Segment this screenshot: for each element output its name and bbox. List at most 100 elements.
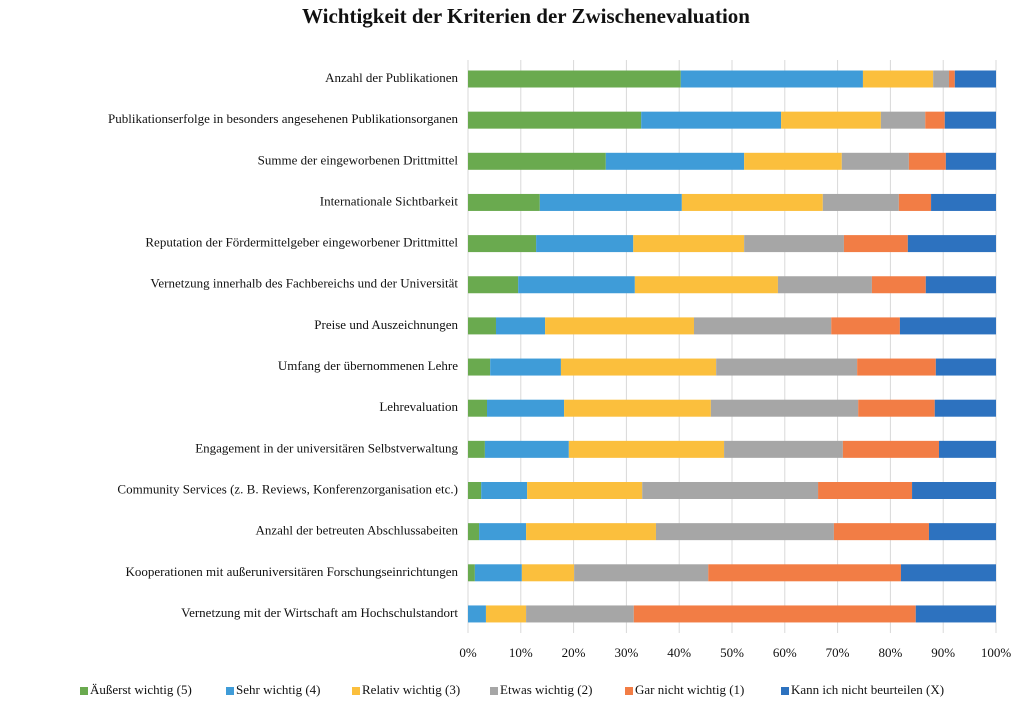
x-tick-label: 90% [931, 645, 955, 660]
bar-segment [526, 523, 656, 541]
legend-label: Etwas wichtig (2) [500, 682, 592, 697]
bar-segment [468, 399, 488, 417]
y-tick-label: Anzahl der betreuten Abschlussabeiten [255, 523, 458, 538]
bar-segment [484, 440, 569, 458]
bar-segment [843, 235, 908, 253]
bar-segment [949, 70, 955, 88]
bar-segment [857, 358, 936, 376]
bar-segment [633, 605, 916, 623]
bar-segment [568, 440, 725, 458]
bar-segment [539, 193, 682, 211]
bar-segment [526, 605, 634, 623]
bar-segment [468, 482, 482, 499]
bar-segment [545, 317, 694, 335]
y-tick-label: Anzahl der Publikationen [325, 70, 458, 85]
y-tick-label: Publikationserfolge in besonders angeseh… [108, 111, 458, 126]
bar-segment [693, 317, 832, 335]
x-tick-label: 50% [720, 645, 744, 660]
x-tick-label: 80% [878, 645, 902, 660]
legend-marker [781, 687, 789, 695]
x-tick-label: 40% [667, 645, 691, 660]
y-tick-label: Engagement in der universitären Selbstve… [195, 440, 458, 455]
bar-segment [900, 564, 996, 582]
bar-segment [474, 564, 522, 582]
bar-segment [468, 70, 681, 88]
bar-segment [944, 111, 996, 129]
bar-segment [468, 111, 642, 129]
bar-segment [842, 440, 939, 458]
bar-segment [468, 235, 537, 253]
bar-segment [479, 523, 527, 541]
bar-segment [641, 111, 782, 129]
bar-segment [744, 152, 842, 170]
bar-segment [655, 523, 834, 541]
legend-marker [490, 687, 498, 695]
bar-segment [925, 276, 996, 294]
bar-segment [833, 523, 929, 541]
bar-segment [818, 482, 913, 499]
bar-segment [938, 440, 996, 458]
bar-segment [642, 482, 819, 499]
bar-segment [931, 193, 996, 211]
chart-title: Wichtigkeit der Kriterien der Zwischenev… [302, 4, 750, 28]
bar-segment [468, 276, 519, 294]
bar-segment [468, 152, 606, 170]
bar-segment [710, 399, 859, 417]
bar-segment [574, 564, 709, 582]
bar-segment [933, 70, 950, 88]
bar-segment [560, 358, 717, 376]
legend-marker [352, 687, 360, 695]
bar-segment [481, 482, 528, 499]
bar-segment [954, 70, 996, 88]
bar-segment [935, 358, 996, 376]
y-tick-label: Preise und Auszeichnungen [314, 317, 458, 332]
bar-segment [899, 317, 996, 335]
bar-segment [822, 193, 899, 211]
bar-segment [468, 193, 540, 211]
bar-segment [487, 399, 565, 417]
bar-segment [708, 564, 901, 582]
legend-label: Relativ wichtig (3) [362, 682, 460, 697]
x-tick-label: 20% [562, 645, 586, 660]
bar-segment [527, 482, 643, 499]
bar-segment [518, 276, 635, 294]
bar-segment [841, 152, 909, 170]
bar-segment [468, 523, 480, 541]
bar-segment [915, 605, 996, 623]
x-tick-label: 70% [826, 645, 850, 660]
x-tick-label: 10% [509, 645, 533, 660]
bar-segment [633, 235, 745, 253]
legend-marker [80, 687, 88, 695]
y-tick-label: Kooperationen mit außeruniversitären For… [126, 564, 459, 579]
x-tick-label: 100% [981, 645, 1012, 660]
x-tick-label: 30% [614, 645, 638, 660]
bar-segment [777, 276, 872, 294]
bar-segment [898, 193, 932, 211]
legend-marker [226, 687, 234, 695]
bar-segment [862, 70, 934, 88]
bar-segment [605, 152, 745, 170]
legend-label: Sehr wichtig (4) [236, 682, 320, 697]
y-tick-label: Internationale Sichtbarkeit [320, 193, 459, 208]
bar-segment [536, 235, 634, 253]
legend-label: Kann ich nicht beurteilen (X) [791, 682, 944, 697]
y-tick-label: Reputation der Fördermittelgeber eingewo… [145, 235, 458, 250]
bar-segment [934, 399, 996, 417]
bar-segment [871, 276, 926, 294]
y-tick-label: Summe der eingeworbenen Drittmittel [258, 152, 459, 167]
bar-segment [468, 564, 475, 582]
bar-segment [490, 358, 561, 376]
bar-segment [468, 440, 485, 458]
bar-segment [880, 111, 926, 129]
bar-segment [468, 605, 486, 623]
bar-segment [495, 317, 546, 335]
bar-segment [945, 152, 996, 170]
x-tick-label: 60% [773, 645, 797, 660]
bar-segment [928, 523, 996, 541]
bar-segment [485, 605, 527, 623]
bar-segment [716, 358, 858, 376]
y-tick-label: Vernetzung innerhalb des Fachbereichs un… [150, 276, 458, 291]
legend-label: Äußerst wichtig (5) [90, 682, 192, 697]
y-tick-label: Vernetzung mit der Wirtschaft am Hochsch… [181, 605, 458, 620]
